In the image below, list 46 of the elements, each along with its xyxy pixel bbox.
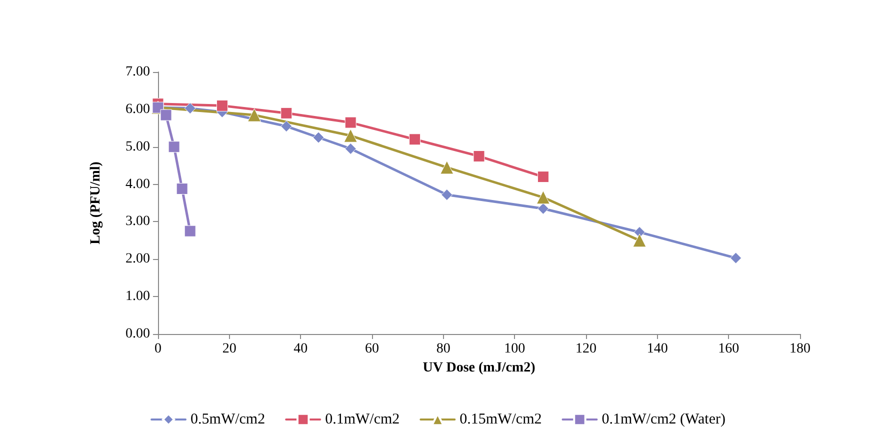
y-tick-label: 5.00 <box>126 139 150 154</box>
point <box>537 202 549 214</box>
point <box>160 109 172 121</box>
point <box>184 102 196 114</box>
point <box>536 190 550 204</box>
x-tick-label: 40 <box>294 342 308 356</box>
y-axis-title: Log (PFU/ml) <box>88 161 104 244</box>
point <box>537 171 549 183</box>
point <box>632 234 646 248</box>
point <box>344 128 358 142</box>
point <box>168 141 180 153</box>
y-tick-label: 6.00 <box>126 102 150 117</box>
legend-label: 0.1mW/cm2 (Water) <box>602 412 726 428</box>
x-axis-title: UV Dose (mJ/cm2) <box>422 360 536 376</box>
x-tick-label: 60 <box>365 342 379 356</box>
x-tick-label: 180 <box>790 342 810 356</box>
x-tick-label: 100 <box>504 342 526 356</box>
point <box>248 108 262 122</box>
point <box>280 120 292 132</box>
x-tick-label: 20 <box>222 342 236 356</box>
point <box>409 134 421 146</box>
legend-label: 0.1mW/cm2 <box>325 412 400 428</box>
x-tick-label: 160 <box>718 342 740 356</box>
legend-label: 0.15mW/cm2 <box>460 412 542 428</box>
y-tick-label: 4.00 <box>126 176 150 192</box>
y-tick-label: 7.00 <box>126 64 150 80</box>
x-tick-label: 80 <box>436 342 450 356</box>
x-tick-label: 140 <box>646 342 668 356</box>
point <box>473 150 485 162</box>
point <box>184 225 196 237</box>
x-tick-label: 0 <box>154 342 162 356</box>
y-tick-label: 1.00 <box>126 289 150 304</box>
point <box>216 100 228 112</box>
x-tick-label: 120 <box>576 342 596 356</box>
point <box>176 183 188 195</box>
point <box>730 252 742 264</box>
point <box>441 189 453 201</box>
y-tick-label: 2.00 <box>126 252 150 267</box>
point <box>312 132 324 144</box>
point <box>344 116 356 128</box>
y-tick-label: 3.00 <box>126 214 150 230</box>
legend-label: 0.5mW/cm2 <box>190 412 266 428</box>
point <box>280 107 292 119</box>
point <box>344 142 356 154</box>
point <box>440 160 454 174</box>
y-tick-label: 0.00 <box>126 326 150 342</box>
